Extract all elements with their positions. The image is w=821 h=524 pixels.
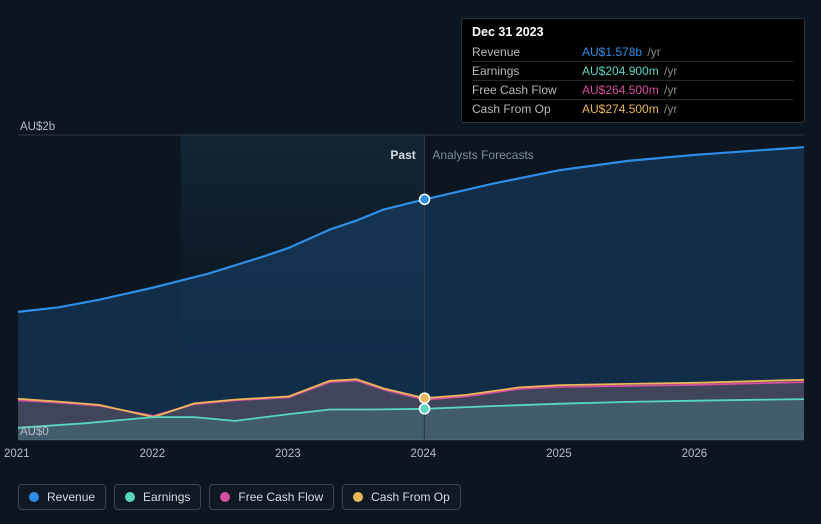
legend-swatch <box>220 492 230 502</box>
tooltip-row: RevenueAU$1.578b /yr <box>472 43 794 62</box>
financials-forecast-chart: AU$2bAU$0 202120222023202420252026 Past … <box>0 0 821 524</box>
tooltip-row-label: Cash From Op <box>472 100 582 119</box>
tooltip-row-label: Revenue <box>472 43 582 62</box>
legend-item-revenue[interactable]: Revenue <box>18 484 106 510</box>
hover-tooltip: Dec 31 2023 RevenueAU$1.578b /yrEarnings… <box>461 18 805 123</box>
tooltip-row-label: Free Cash Flow <box>472 81 582 100</box>
tooltip-row-value: AU$1.578b /yr <box>582 43 794 62</box>
chart-legend: Revenue Earnings Free Cash Flow Cash From O… <box>18 484 461 510</box>
y-tick-label: AU$2b <box>20 121 55 133</box>
tooltip-date: Dec 31 2023 <box>472 25 794 39</box>
marker-earnings <box>420 404 430 414</box>
legend-swatch <box>29 492 39 502</box>
zone-label-past: Past <box>390 148 415 162</box>
legend-item-cashop[interactable]: Cash From Op <box>342 484 461 510</box>
tooltip-row: Cash From OpAU$274.500m /yr <box>472 100 794 119</box>
legend-item-earnings[interactable]: Earnings <box>114 484 201 510</box>
x-tick-label: 2025 <box>546 448 572 460</box>
legend-swatch <box>125 492 135 502</box>
x-tick-label: 2023 <box>275 448 301 460</box>
marker-cashop <box>420 393 430 403</box>
legend-label: Free Cash Flow <box>238 490 323 504</box>
x-tick-label: 2022 <box>140 448 166 460</box>
x-tick-label: 2021 <box>4 448 30 460</box>
y-tick-label: AU$0 <box>20 426 49 438</box>
tooltip-table: RevenueAU$1.578b /yrEarningsAU$204.900m … <box>472 43 794 118</box>
x-tick-label: 2026 <box>682 448 708 460</box>
legend-item-fcf[interactable]: Free Cash Flow <box>209 484 334 510</box>
tooltip-row-value: AU$274.500m /yr <box>582 100 794 119</box>
tooltip-row-value: AU$204.900m /yr <box>582 62 794 81</box>
tooltip-row-label: Earnings <box>472 62 582 81</box>
legend-swatch <box>353 492 363 502</box>
zone-label-forecast: Analysts Forecasts <box>432 148 533 162</box>
legend-label: Earnings <box>143 490 190 504</box>
tooltip-row: EarningsAU$204.900m /yr <box>472 62 794 81</box>
marker-revenue <box>420 194 430 204</box>
tooltip-row: Free Cash FlowAU$264.500m /yr <box>472 81 794 100</box>
legend-label: Cash From Op <box>371 490 450 504</box>
x-tick-label: 2024 <box>411 448 437 460</box>
tooltip-row-value: AU$264.500m /yr <box>582 81 794 100</box>
legend-label: Revenue <box>47 490 95 504</box>
